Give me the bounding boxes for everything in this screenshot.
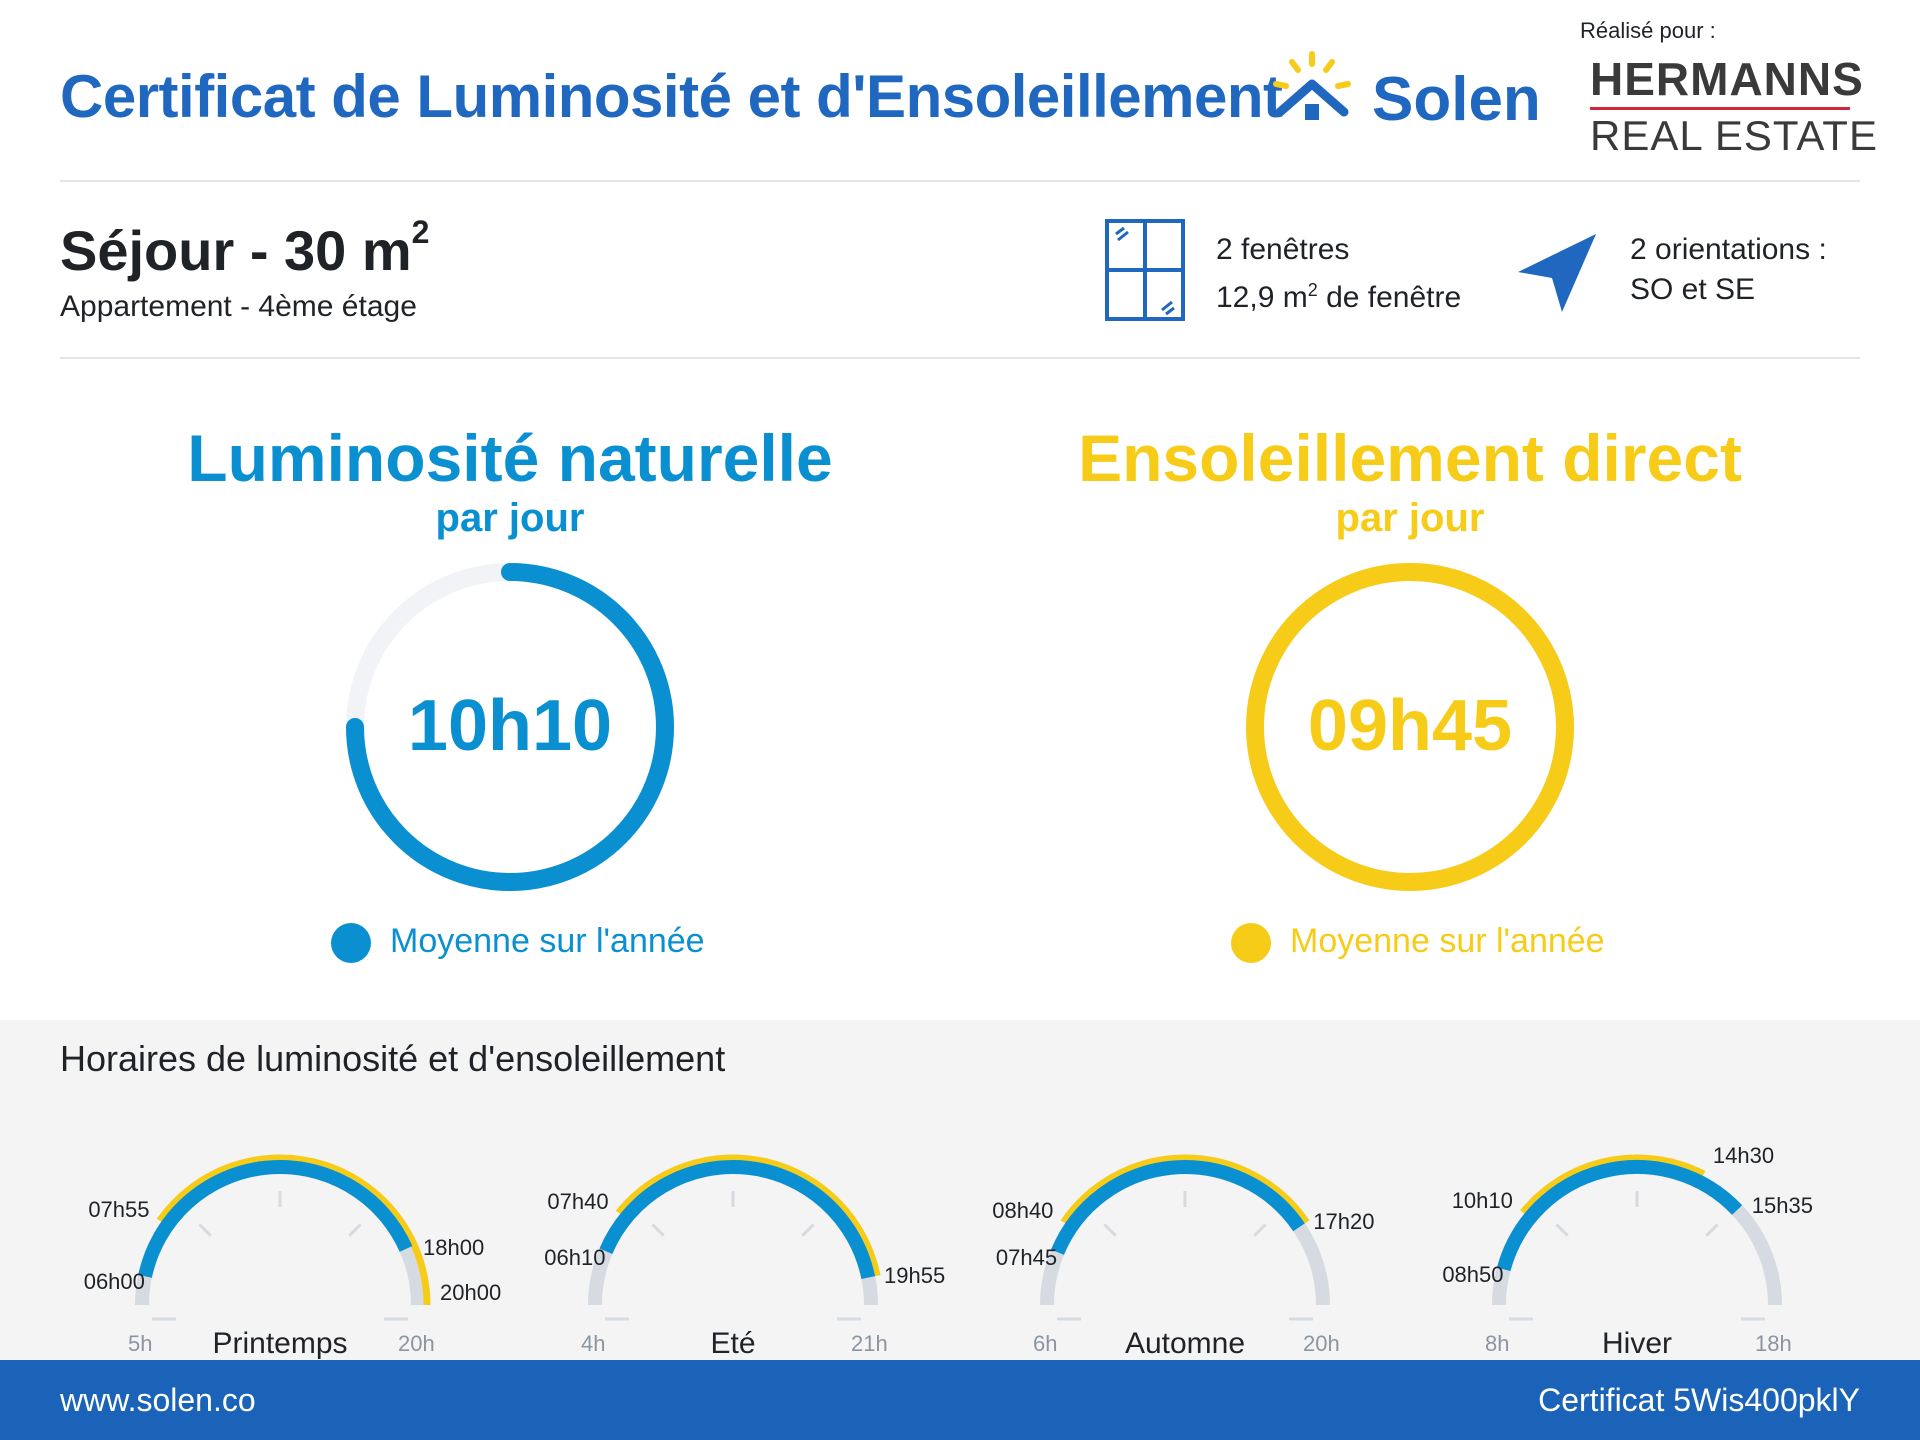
ensoleillement-subtitle: par jour <box>1335 496 1485 540</box>
luminosite-ring <box>346 563 674 891</box>
luminosite-legend-dot <box>331 923 371 963</box>
gauge-0 <box>135 1154 431 1321</box>
light-arc <box>138 1160 413 1278</box>
sun-arc <box>615 1154 881 1277</box>
gauge-track <box>588 1160 878 1306</box>
client-divider <box>1590 107 1850 110</box>
gauge-2 <box>1040 1154 1330 1321</box>
gauge-track <box>1492 1160 1782 1306</box>
end-label: 19h55 <box>884 1262 946 1288</box>
gauge-tick <box>198 1223 212 1237</box>
gauge-tick <box>1705 1223 1719 1237</box>
window-icon <box>1105 219 1185 321</box>
ensoleillement-ring <box>1246 563 1574 891</box>
ensoleillement-value: 09h45 <box>1307 686 1513 766</box>
gauge-tick <box>801 1223 815 1237</box>
light-start-label: 08h50 <box>1442 1261 1504 1287</box>
website-link[interactable]: www.solen.co <box>60 1382 256 1418</box>
light-end-label: 18h00 <box>423 1234 485 1260</box>
light-arc <box>1051 1159 1305 1255</box>
axis-max-label: 20h <box>398 1331 435 1356</box>
sun-end-label: 14h30 <box>1712 1142 1775 1168</box>
light-start-label: 06h00 <box>83 1268 145 1294</box>
gauge-tick <box>348 1223 362 1237</box>
season-name: Automne <box>1124 1327 1246 1360</box>
sun-start-label: 07h55 <box>88 1196 150 1222</box>
luminosite-title: Luminosité naturelle <box>187 421 833 495</box>
sun-start-label: 08h40 <box>992 1198 1054 1224</box>
axis-max-label: 18h <box>1755 1331 1792 1356</box>
page-title: Certificat de Luminosité et d'Ensoleille… <box>60 63 1283 130</box>
luminosite-ring-arc <box>346 563 674 891</box>
client-name: HERMANNS <box>1590 53 1864 105</box>
brand-name: Solen <box>1372 65 1541 134</box>
sun-arc <box>1060 1154 1310 1225</box>
season-name: Printemps <box>212 1327 348 1360</box>
sun-end-label: 20h00 <box>440 1280 502 1305</box>
gauge-tick <box>1555 1223 1569 1237</box>
ensoleillement-legend: Moyenne sur l'année <box>1290 922 1605 960</box>
axis-min-label: 5h <box>128 1331 153 1356</box>
gauge-1 <box>588 1154 881 1321</box>
room-title: Séjour - 30 m2 <box>60 214 430 282</box>
sun-start-label: 10h10 <box>1451 1188 1513 1214</box>
season-name: Hiver <box>1601 1327 1672 1360</box>
luminosite-subtitle: par jour <box>435 496 585 540</box>
axis-min-label: 8h <box>1485 1331 1510 1356</box>
luminosite-legend: Moyenne sur l'année <box>390 922 705 960</box>
schedule-title: Horaires de luminosité et d'ensoleilleme… <box>60 1038 726 1079</box>
light-end-label: 15h35 <box>1751 1192 1813 1218</box>
sun-arc <box>156 1154 431 1306</box>
light-arc <box>599 1160 876 1279</box>
header-divider <box>60 180 1860 182</box>
gauge-3 <box>1492 1154 1782 1321</box>
footer <box>0 1360 1920 1440</box>
navigation-arrow-icon <box>1518 234 1596 312</box>
sun-arc <box>1520 1154 1706 1215</box>
gauge-tick <box>1103 1223 1117 1237</box>
ensoleillement-ring-arc <box>1246 563 1574 891</box>
axis-min-label: 4h <box>581 1331 606 1356</box>
season-name: Eté <box>710 1327 756 1360</box>
solen-logo-icon <box>1273 51 1351 120</box>
ensoleillement-legend-dot <box>1231 923 1271 963</box>
room-subtitle: Appartement - 4ème étage <box>60 290 417 323</box>
room-divider <box>60 357 1860 359</box>
axis-max-label: 21h <box>851 1331 888 1356</box>
ensoleillement-title: Ensoleillement direct <box>1078 421 1742 495</box>
gauge-track <box>1040 1160 1330 1306</box>
light-arc <box>1496 1160 1743 1272</box>
certificate-id: Certificat 5Wis400pklY <box>1538 1382 1860 1418</box>
made-for-label: Réalisé pour : <box>1580 18 1716 43</box>
axis-min-label: 6h <box>1033 1331 1058 1356</box>
orientation-info: 2 orientations : SO et SE <box>1630 233 1827 306</box>
gauge-tick <box>1253 1223 1267 1237</box>
axis-max-label: 20h <box>1303 1331 1340 1356</box>
schedule-panel <box>0 1020 1920 1360</box>
luminosite-value: 10h10 <box>407 686 613 766</box>
client-subtitle: REAL ESTATE <box>1590 112 1878 159</box>
light-start-label: 06h10 <box>544 1244 606 1270</box>
gauge-track <box>135 1160 425 1306</box>
sun-start-label: 07h40 <box>547 1188 609 1214</box>
end-label: 17h20 <box>1313 1208 1375 1234</box>
gauge-tick <box>651 1223 665 1237</box>
windows-info: 2 fenêtres 12,9 m2 de fenêtre <box>1216 233 1462 314</box>
light-start-label: 07h45 <box>995 1245 1058 1271</box>
